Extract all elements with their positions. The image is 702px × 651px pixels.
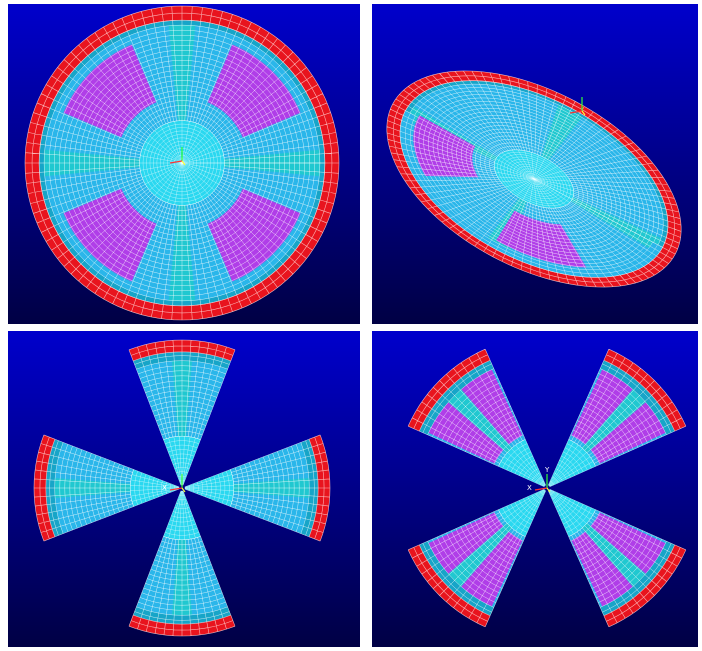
viewport-top-full-disc[interactable] bbox=[8, 4, 360, 324]
axis-x-label: X bbox=[162, 484, 167, 492]
sector-mesh bbox=[33, 339, 331, 637]
sector-mesh bbox=[407, 348, 687, 628]
mesh-lines bbox=[399, 110, 663, 278]
edge-band bbox=[603, 544, 686, 627]
edge-band bbox=[386, 70, 682, 288]
sector[interactable] bbox=[184, 434, 331, 542]
sector-core bbox=[184, 469, 234, 507]
mesh-plot-full-disc bbox=[8, 4, 360, 324]
mesh-lines bbox=[24, 5, 340, 321]
mesh-lines bbox=[308, 434, 331, 542]
viewport-iso-dome[interactable] bbox=[372, 4, 698, 324]
edge-band bbox=[408, 349, 491, 432]
axis-y-label: Y bbox=[544, 466, 550, 474]
mesh-lines bbox=[33, 434, 56, 542]
axis-triad-icon: X bbox=[162, 474, 186, 493]
dome-mesh bbox=[386, 70, 682, 288]
mesh-plot-four-sectors: X bbox=[8, 331, 360, 647]
outer-band bbox=[600, 360, 675, 435]
mesh-lines bbox=[407, 544, 491, 628]
mesh-lines bbox=[132, 536, 232, 625]
mesh-lines bbox=[399, 80, 669, 278]
axis-triad-icon: XY bbox=[527, 466, 551, 493]
outer-band bbox=[419, 360, 494, 435]
mesh-lines bbox=[568, 360, 675, 467]
sector-core bbox=[548, 489, 596, 537]
sector[interactable] bbox=[128, 339, 236, 486]
axis-triad-icon bbox=[169, 147, 186, 166]
mesh-plot-four-sectors-patched: XY bbox=[372, 331, 698, 647]
sector[interactable] bbox=[33, 434, 180, 542]
mesh-lines bbox=[128, 339, 236, 362]
mesh-lines bbox=[407, 348, 491, 432]
sector-core bbox=[130, 469, 180, 507]
mesh-lines bbox=[603, 544, 687, 628]
outer-band bbox=[600, 541, 675, 616]
edge-band bbox=[603, 349, 686, 432]
sector[interactable] bbox=[128, 490, 236, 637]
patch-region bbox=[496, 210, 587, 268]
mesh-lines bbox=[419, 360, 526, 467]
mesh-lines bbox=[45, 438, 134, 538]
sector[interactable] bbox=[548, 489, 687, 628]
mesh-lines bbox=[568, 509, 675, 616]
mesh-lines bbox=[419, 509, 526, 616]
axis-x-label: X bbox=[527, 484, 532, 492]
mesh-lines bbox=[132, 351, 232, 440]
sector[interactable] bbox=[548, 348, 687, 487]
sector[interactable] bbox=[407, 348, 546, 487]
sector-core bbox=[498, 439, 546, 487]
sector-core bbox=[163, 436, 201, 486]
disc-mesh bbox=[24, 5, 340, 321]
mesh-lines bbox=[128, 614, 236, 637]
spoke-segment bbox=[413, 83, 560, 159]
sector-core bbox=[498, 489, 546, 537]
sector[interactable] bbox=[407, 489, 546, 628]
axis-triad-icon bbox=[569, 97, 586, 116]
mesh-plot-dome bbox=[372, 4, 698, 324]
viewport-top-four-sectors[interactable]: X bbox=[8, 331, 360, 647]
mesh-lines bbox=[38, 19, 326, 307]
rib-strip bbox=[540, 104, 583, 162]
sector-core bbox=[163, 490, 201, 540]
mesh-lines bbox=[230, 438, 319, 538]
outer-band bbox=[419, 541, 494, 616]
sector-core bbox=[548, 439, 596, 487]
edge-band bbox=[408, 544, 491, 627]
mesh-lines bbox=[603, 348, 687, 432]
